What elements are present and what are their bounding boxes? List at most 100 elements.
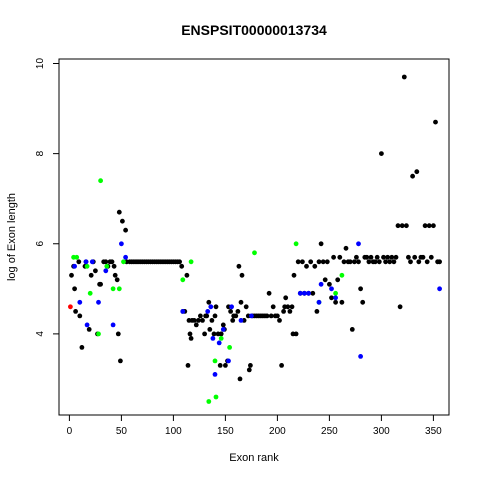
data-point-black (217, 363, 223, 368)
data-point-green (212, 358, 218, 364)
data-point-black (109, 259, 115, 265)
data-point-black (385, 254, 390, 260)
data-point-black (352, 259, 357, 265)
data-point-black (243, 304, 249, 310)
data-point-blue (83, 259, 89, 265)
data-point-black (112, 272, 118, 278)
data-point-black (206, 299, 212, 305)
data-point-black (98, 281, 103, 287)
data-point-black (414, 169, 420, 175)
data-point-black (393, 254, 399, 260)
data-point-black (289, 304, 295, 310)
x-tick-label: 0 (67, 426, 73, 437)
data-point-black (387, 259, 393, 265)
data-point-black (426, 223, 432, 229)
data-point-black (218, 331, 224, 337)
data-point-black (239, 272, 245, 278)
data-point-black (188, 336, 194, 341)
data-point-black (236, 263, 242, 269)
data-points (68, 74, 442, 404)
data-point-blue (212, 372, 218, 377)
data-point-green (116, 286, 122, 292)
data-point-black (354, 254, 359, 260)
data-point-black (335, 277, 341, 283)
data-point-black (223, 363, 228, 368)
x-tick-label: 50 (116, 426, 128, 437)
data-point-black (220, 322, 226, 328)
data-point-black (266, 290, 272, 296)
data-point-black (379, 151, 384, 157)
data-point-blue (72, 263, 77, 269)
data-point-blue (229, 304, 235, 310)
data-point-black (291, 272, 297, 278)
data-point-black (329, 295, 334, 301)
data-point-black (320, 259, 326, 265)
data-point-black (331, 254, 336, 260)
data-point-black (233, 313, 239, 319)
data-point-blue (238, 318, 244, 323)
data-point-blue (89, 259, 95, 265)
data-point-black (179, 263, 185, 269)
data-point-black (207, 327, 213, 332)
data-point-black (116, 209, 122, 215)
data-point-black (364, 254, 370, 260)
data-point-black (204, 313, 210, 319)
data-point-black (281, 309, 286, 314)
data-point-black (308, 259, 314, 265)
data-point-black (283, 295, 289, 301)
data-point-blue (316, 299, 322, 305)
x-tick-label: 300 (373, 426, 390, 437)
data-point-black (337, 254, 343, 260)
data-point-black (264, 313, 270, 319)
data-point-black (237, 376, 243, 382)
data-point-black (416, 259, 422, 265)
data-point-black (72, 286, 77, 292)
data-point-black (93, 268, 98, 274)
data-point-blue (84, 322, 90, 328)
data-point-blue (333, 295, 338, 301)
data-point-black (406, 254, 411, 260)
data-point-black (410, 173, 415, 179)
data-point-black (115, 331, 121, 337)
data-point-black (383, 259, 388, 265)
data-point-black (287, 309, 293, 314)
data-point-blue (216, 340, 222, 346)
chart-title: ENSPSIT00000013734 (181, 22, 327, 38)
data-point-black (268, 313, 274, 319)
data-point-green (339, 272, 345, 278)
x-tick-label: 150 (217, 426, 234, 437)
data-point-black (431, 223, 436, 229)
data-point-black (118, 358, 123, 364)
data-point-blue (119, 241, 124, 247)
data-point-black (318, 241, 324, 247)
data-point-black (295, 259, 301, 265)
data-point-blue (329, 286, 334, 292)
data-point-blue (306, 290, 311, 296)
y-axis-label: log of Exon length (6, 193, 18, 281)
data-point-black (209, 318, 215, 323)
data-point-black (312, 263, 318, 269)
data-point-black (395, 223, 401, 229)
data-point-blue (249, 313, 254, 319)
data-point-black (200, 318, 205, 323)
data-point-black (437, 259, 442, 265)
data-point-black (277, 318, 282, 323)
data-point-black (246, 367, 252, 373)
data-point-black (343, 245, 349, 251)
data-point-black (404, 223, 409, 229)
data-point-green (227, 345, 233, 350)
data-point-black (349, 327, 355, 332)
data-point-blue (318, 281, 324, 287)
data-point-black (177, 259, 183, 265)
y-tick-label: 8 (35, 150, 46, 156)
data-point-green (104, 263, 110, 269)
data-point-black (228, 309, 234, 314)
data-point-green (96, 331, 101, 337)
data-point-green (218, 336, 224, 341)
data-point-black (322, 277, 328, 283)
data-point-black (368, 254, 374, 260)
data-point-green (252, 250, 257, 256)
data-point-blue (302, 290, 307, 296)
data-point-blue (356, 241, 361, 247)
data-point-black (433, 119, 438, 125)
